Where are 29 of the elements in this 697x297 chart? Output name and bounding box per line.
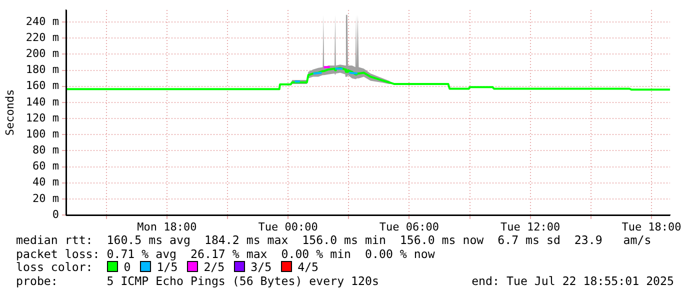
text: packet loss: 0.71 % avg 26.17 % max 0.00 % min 0.00 % now (16, 246, 435, 261)
legend-label: 2/5 (204, 260, 225, 274)
x-tick-label: Tue 00:00 (258, 220, 318, 234)
y-tick-label: 220 m (26, 30, 60, 44)
y-tick-label: 60 m (32, 160, 60, 173)
text: probe: 5 ICMP Echo Pings (56 Bytes) every 120s (16, 274, 379, 288)
legend-label: 3/5 (250, 260, 272, 274)
legend-label: 1/5 (156, 260, 178, 274)
y-tick-label: 200 m (26, 47, 60, 60)
y-tick-label: 120 m (26, 111, 60, 124)
text: end: Tue Jul 22 18:55:01 2025 (472, 274, 674, 289)
y-axis-title: Seconds (3, 89, 16, 136)
x-tick-label: Mon 18:00 (137, 220, 197, 234)
y-tick-label: 0 (52, 208, 59, 221)
y-tick-label: 40 m (32, 176, 60, 189)
y-tick-label: 20 m (32, 192, 60, 205)
legend-title: loss color: (16, 260, 94, 274)
y-tick-label: 180 m (26, 63, 60, 76)
y-tick-label: 100 m (26, 127, 60, 140)
x-tick-label: Tue 06:00 (379, 220, 440, 234)
legend-label: 4/5 (298, 260, 319, 274)
y-tick-label: 80 m (32, 144, 60, 157)
y-tick-label: 240 m (26, 14, 60, 28)
y-tick-label: 160 m (26, 79, 60, 92)
x-tick-label: Tue 18:00 (622, 220, 682, 234)
legend-label: 0 (124, 260, 131, 274)
y-tick-label: 140 m (26, 95, 60, 108)
text: median rtt: 160.5 ms avg 184.2 ms max 156.0 ms min 156.0 ms now 6.7 ms sd 23.9 am/s (16, 233, 652, 247)
x-tick-label: Tue 12:00 (500, 220, 560, 234)
